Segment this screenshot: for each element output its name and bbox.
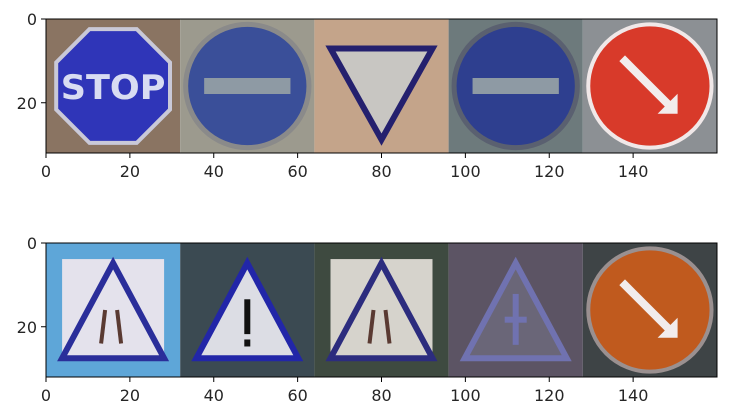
- x-tick-label: 40: [204, 386, 224, 405]
- warning-triangle: [325, 256, 438, 362]
- tile-triangle-exclaim: [180, 243, 315, 377]
- tile-circle-arrow: [582, 19, 717, 153]
- x-tick-label: 100: [450, 162, 481, 181]
- x-tick-label: 60: [287, 162, 307, 181]
- x-tick-label: 140: [618, 162, 649, 181]
- tile-circle-arrow: [582, 243, 717, 377]
- x-tick-label: 80: [371, 386, 391, 405]
- x-tick-label: 20: [120, 162, 140, 181]
- warning-triangle: [57, 256, 170, 362]
- tile-triangle-cross: [448, 243, 583, 377]
- cross-horizontal: [504, 316, 527, 323]
- tile-circle-bar: [448, 19, 583, 153]
- tile-circle-bar: [180, 19, 315, 153]
- arrow-head: [657, 317, 678, 338]
- x-tick-label: 120: [534, 386, 565, 405]
- arrow-shaft: [619, 279, 673, 333]
- no-entry-bar: [472, 78, 559, 94]
- child-figure: [383, 309, 392, 344]
- exclamation-dot: [244, 339, 251, 347]
- tile-octagon-stop: STOP: [46, 19, 181, 153]
- arrow-head: [657, 93, 678, 114]
- x-tick-label: 40: [204, 162, 224, 181]
- tile-square-triangle: [46, 243, 181, 377]
- yield-sign: [325, 45, 438, 146]
- y-tick-label: 20: [17, 94, 37, 113]
- y-tick-label: 0: [27, 234, 37, 253]
- child-figure: [367, 309, 376, 344]
- y-tick-label: 0: [27, 10, 37, 29]
- arrow-shaft: [619, 55, 673, 109]
- x-tick-label: 120: [534, 162, 565, 181]
- no-entry-bar: [204, 78, 291, 94]
- subplot-bottom: 0 20 40 60 80 100 120 140 0 20: [17, 234, 718, 405]
- x-tick-label: 0: [41, 162, 51, 181]
- sign-plate: [330, 259, 433, 361]
- child-figure: [99, 309, 108, 344]
- stop-text: STOP: [61, 68, 166, 108]
- x-tick-label: 100: [450, 386, 481, 405]
- exclamation-bar: [244, 299, 251, 335]
- x-tick-label: 140: [618, 386, 649, 405]
- x-tick-label: 60: [287, 386, 307, 405]
- x-tick-label: 20: [120, 386, 140, 405]
- tile-square-triangle: [314, 243, 449, 377]
- subplot-top: STOP 0 20 40 60 80 100 120 140 0 20: [17, 10, 718, 181]
- y-tick-label: 20: [17, 318, 37, 337]
- tile-triangle-down: [314, 19, 449, 153]
- x-tick-label: 0: [41, 386, 51, 405]
- stop-sign: [54, 27, 172, 145]
- x-tick-label: 80: [371, 162, 391, 181]
- sign-plate: [62, 259, 165, 361]
- child-figure: [115, 309, 124, 344]
